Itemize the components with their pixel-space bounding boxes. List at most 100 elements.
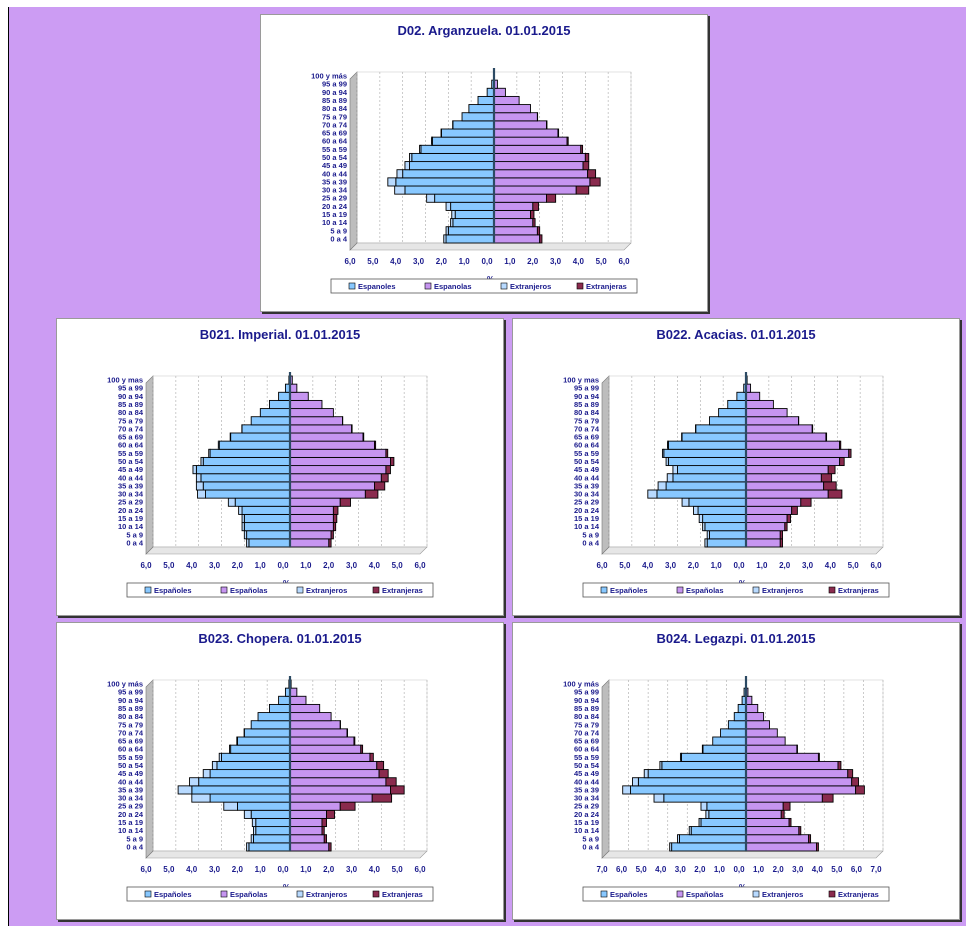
tick-label: 0,0 (277, 561, 289, 570)
category-label: 75 a 79 (118, 720, 143, 729)
bar-espanoles (681, 432, 747, 442)
bar-extranjeras (821, 793, 834, 803)
bar-espanoles (246, 530, 291, 540)
tick-label: 1,0 (711, 561, 723, 570)
bar-espanoles (671, 842, 747, 852)
category-label: 10 a 14 (118, 826, 144, 835)
bar-espanolas (745, 826, 800, 836)
legend-label: Españoles (154, 586, 192, 595)
bar-extranjeros (387, 177, 397, 187)
category-label: 70 a 74 (118, 728, 144, 737)
bar-espanolas (289, 489, 366, 499)
bar-espanoles (733, 712, 747, 722)
bar-extranjeras (360, 744, 364, 754)
category-label: 35 a 39 (322, 177, 347, 186)
bar-extranjeras (321, 826, 325, 836)
bar-espanolas (289, 736, 355, 746)
legend-box (582, 886, 890, 902)
bar-espanoles (241, 505, 291, 515)
bar-espanolas (493, 185, 577, 195)
bar-espanolas (289, 703, 321, 714)
category-label: 85 a 89 (118, 400, 143, 409)
bar-espanoles (241, 424, 291, 434)
category-label: 25 a 29 (322, 194, 347, 203)
legend-swatch (752, 586, 760, 594)
bar-espanolas (745, 736, 786, 746)
tick-label: 5,0 (392, 561, 404, 570)
bar-espanolas (745, 809, 782, 819)
bar-espanoles (688, 497, 747, 507)
category-label: 100 y más (563, 680, 599, 689)
legend-label: Extranjeros (306, 890, 347, 899)
bar-espanolas (493, 144, 582, 154)
category-label: 65 a 69 (574, 737, 599, 746)
category-label: 55 a 59 (118, 449, 143, 458)
bar-extranjeras (788, 817, 792, 828)
bar-espanoles (718, 408, 747, 418)
category-label: 5 a 9 (126, 530, 143, 539)
bar-espanolas (289, 769, 380, 779)
bar-espanoles (248, 538, 291, 548)
bar-extranjeros (241, 513, 245, 524)
bar-espanolas (745, 497, 802, 507)
bar-extranjeros (195, 473, 202, 483)
bar-espanoles (712, 736, 747, 746)
category-label: 75 a 79 (574, 720, 599, 729)
bar-extranjeras (328, 842, 332, 852)
plot-side-wall (349, 71, 358, 251)
bar-espanoles (278, 695, 291, 705)
bar-espanolas (745, 760, 839, 771)
category-label: 20 a 24 (574, 506, 600, 515)
bar-extranjeros (677, 834, 680, 844)
bar-espanoles (257, 712, 291, 722)
bar-extranjeras (587, 169, 597, 179)
bar-extranjeros (698, 513, 704, 524)
bar-espanoles (209, 769, 291, 779)
bar-espanolas (493, 95, 520, 106)
category-label: 65 a 69 (322, 129, 347, 138)
category-label: 100 y más (107, 680, 143, 689)
tick-label: 1,0 (756, 561, 768, 570)
category-label: 60 a 64 (322, 137, 348, 146)
tick-label: 1,0 (459, 257, 471, 266)
bar-extranjeras (323, 834, 327, 844)
legend-label: Extranjeros (510, 282, 551, 291)
legend-box (126, 582, 434, 598)
tick-label: 5,0 (831, 865, 843, 874)
tick-label: 2,0 (688, 561, 700, 570)
bar-espanoles (667, 456, 747, 467)
bar-extranjeras (385, 465, 391, 475)
legend-swatch (752, 890, 760, 898)
bar-espanoles (395, 177, 495, 187)
category-label: 80 a 84 (574, 408, 600, 417)
category-label: 75 a 79 (574, 416, 599, 425)
bar-extranjeros (202, 769, 211, 779)
tick-label: 0,0 (733, 561, 745, 570)
legend-swatch (372, 586, 380, 594)
bar-espanoles (243, 513, 291, 524)
bar-extranjeros (238, 505, 243, 515)
tick-label: 4,0 (642, 561, 654, 570)
tick-label: 3,0 (346, 561, 358, 570)
bar-espanolas (493, 120, 547, 130)
legend-swatch (576, 282, 584, 290)
category-label: 40 a 44 (118, 777, 144, 786)
legend-label: Españolas (230, 586, 268, 595)
bar-extranjeros (701, 744, 704, 754)
category-label: 90 a 94 (322, 88, 348, 97)
tick-label: 5,0 (392, 865, 404, 874)
tick-label: 3,0 (209, 865, 221, 874)
tick-label: 7,0 (870, 865, 882, 874)
category-label: 15 a 19 (118, 514, 143, 523)
legend-label: Españoles (154, 890, 192, 899)
tick-label: 4,0 (186, 865, 198, 874)
legend-swatch (296, 586, 304, 594)
plot-floor (349, 242, 632, 251)
bar-extranjeros (445, 226, 449, 236)
bar-espanoles (237, 801, 291, 811)
bar-espanolas (745, 408, 788, 418)
bar-extranjeros (404, 161, 410, 171)
bar-espanolas (745, 505, 793, 515)
